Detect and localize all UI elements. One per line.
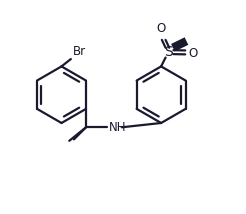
Text: Br: Br bbox=[73, 45, 86, 58]
Text: O: O bbox=[156, 22, 165, 36]
Text: S: S bbox=[164, 45, 172, 59]
Text: NH: NH bbox=[109, 121, 127, 134]
Text: O: O bbox=[188, 47, 198, 60]
